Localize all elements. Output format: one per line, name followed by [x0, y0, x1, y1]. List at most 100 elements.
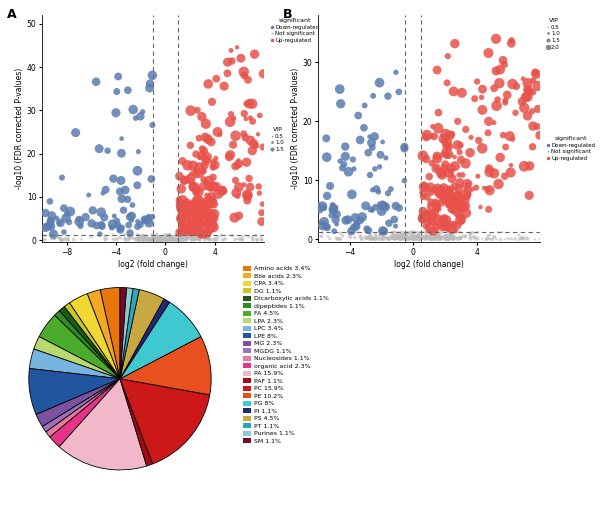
Point: [441, 235, 451, 243]
Point: [423, 234, 433, 242]
Point: [392, 231, 402, 239]
Point: [378, 234, 388, 242]
Point: [371, 234, 380, 242]
Point: [167, 236, 177, 244]
Point: [319, 204, 329, 212]
Point: [430, 209, 440, 217]
Point: [422, 234, 432, 242]
Point: [423, 208, 433, 216]
Point: [173, 232, 182, 240]
Point: [202, 208, 211, 216]
Point: [236, 54, 246, 62]
Point: [191, 234, 201, 242]
Point: [134, 236, 144, 244]
Point: [440, 214, 449, 222]
Point: [378, 227, 388, 235]
Point: [249, 140, 259, 148]
Point: [362, 225, 371, 233]
Point: [199, 146, 209, 155]
Point: [383, 234, 393, 242]
Point: [344, 232, 354, 240]
Point: [179, 200, 188, 209]
Point: [197, 229, 206, 237]
Point: [101, 236, 110, 244]
Point: [419, 233, 429, 241]
Point: [438, 233, 448, 241]
Point: [389, 216, 399, 224]
Point: [378, 138, 388, 146]
Point: [322, 153, 332, 161]
Point: [139, 234, 148, 242]
Point: [383, 234, 393, 242]
X-axis label: log2 (fold change): log2 (fold change): [394, 260, 464, 269]
Point: [519, 235, 529, 243]
Point: [466, 233, 475, 241]
Point: [368, 235, 378, 243]
Point: [191, 185, 200, 193]
Point: [97, 221, 106, 229]
Point: [152, 236, 161, 244]
Point: [169, 236, 179, 244]
Point: [206, 138, 216, 146]
Point: [115, 223, 124, 231]
Point: [484, 49, 493, 57]
Point: [431, 232, 441, 240]
Point: [193, 220, 202, 228]
Point: [490, 233, 499, 241]
Point: [410, 235, 420, 243]
Point: [416, 235, 425, 243]
Point: [176, 236, 185, 244]
Point: [156, 235, 166, 243]
Point: [451, 204, 461, 212]
Point: [485, 235, 494, 243]
Point: [149, 236, 158, 244]
Wedge shape: [59, 379, 146, 470]
Point: [446, 231, 456, 239]
Point: [162, 231, 172, 239]
Point: [151, 235, 161, 243]
Point: [361, 233, 370, 241]
Point: [204, 234, 214, 242]
Point: [496, 235, 505, 243]
Point: [344, 168, 353, 176]
Point: [223, 69, 232, 77]
Point: [434, 235, 443, 243]
Point: [383, 92, 392, 100]
Point: [483, 234, 493, 242]
Point: [391, 234, 401, 242]
Point: [389, 234, 399, 242]
Point: [449, 221, 458, 229]
Point: [442, 222, 452, 230]
Point: [172, 236, 181, 244]
Point: [128, 106, 138, 114]
Point: [446, 185, 455, 193]
Point: [374, 235, 383, 243]
Point: [74, 218, 84, 226]
Point: [411, 232, 421, 240]
Point: [193, 235, 202, 243]
Point: [178, 236, 188, 244]
Point: [481, 235, 491, 243]
Point: [40, 232, 49, 240]
Point: [161, 234, 171, 242]
Point: [190, 201, 199, 209]
Point: [460, 196, 469, 205]
Point: [411, 234, 421, 242]
Point: [231, 176, 241, 184]
Point: [188, 208, 198, 216]
Point: [209, 234, 219, 242]
Point: [253, 236, 262, 244]
Point: [437, 235, 446, 243]
Point: [159, 235, 169, 243]
Point: [412, 235, 421, 243]
Point: [144, 235, 154, 243]
Point: [424, 173, 434, 181]
Point: [447, 235, 457, 243]
Point: [456, 156, 466, 164]
Point: [170, 236, 179, 244]
Point: [194, 169, 204, 177]
Point: [169, 234, 179, 242]
Point: [145, 213, 154, 221]
Point: [242, 99, 251, 108]
Point: [202, 157, 211, 165]
